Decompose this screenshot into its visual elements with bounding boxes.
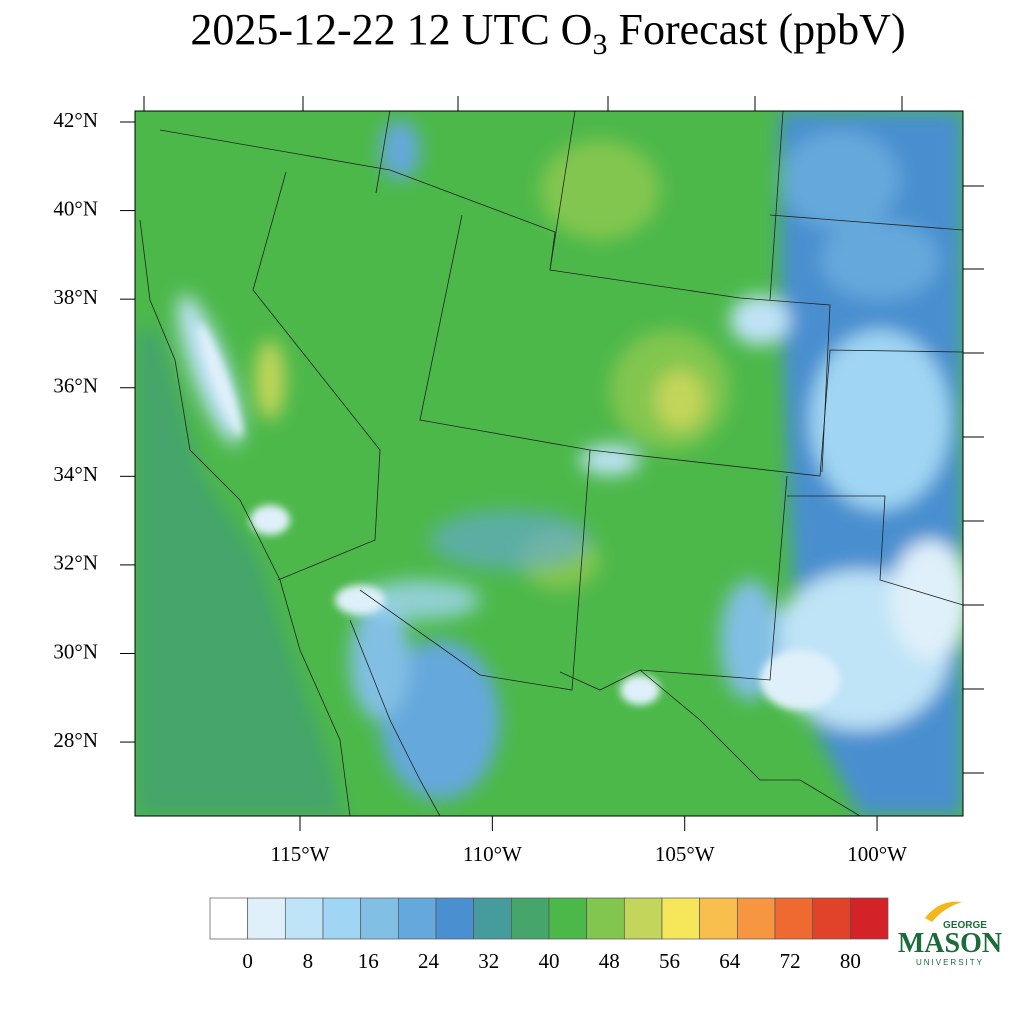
logo-top: GEORGE	[943, 920, 987, 931]
colorbar-box	[322, 897, 362, 940]
title: 2025-12-22 12 UTC O3 Forecast (ppbV)	[190, 5, 905, 61]
colorbar-tick-label: 80	[840, 949, 861, 973]
lat-tick-label: 28°N	[53, 728, 98, 752]
colorbar-box	[812, 897, 851, 940]
colorbar-box	[774, 897, 814, 940]
colorbar-box	[736, 897, 776, 940]
lon-tick-label: 110°W	[463, 842, 522, 866]
colorbar-tick-label: 0	[242, 949, 253, 973]
lon-tick-label: 100°W	[847, 842, 907, 866]
colorbar-box	[473, 897, 512, 940]
lat-tick-label: 34°N	[53, 462, 98, 486]
colorbar-tick-label: 56	[659, 949, 680, 973]
colorbar-box	[548, 897, 588, 940]
colorbar-box	[849, 897, 889, 940]
colorbar-box	[699, 897, 738, 940]
colorbar-box	[209, 897, 249, 940]
colorbar-tick-label: 64	[719, 949, 741, 973]
colorbar-tick-label: 32	[478, 949, 499, 973]
colorbar-tick-label: 16	[358, 949, 379, 973]
mason-logo: GEORGE MASON UNIVERSITY	[898, 901, 1002, 967]
colorbar-tick-label: 24	[418, 949, 440, 973]
colorbar-box	[586, 897, 625, 940]
ozone-map	[135, 111, 963, 816]
lat-tick-label: 42°N	[53, 108, 98, 132]
frame-ticks	[143, 96, 984, 774]
lat-tick-label: 30°N	[53, 639, 98, 663]
colorbar-box	[284, 897, 324, 940]
lat-tick-label: 40°N	[53, 196, 98, 220]
colorbar-tick-label: 48	[599, 949, 620, 973]
lat-tick-label: 32°N	[53, 551, 98, 575]
lon-tick-label: 115°W	[271, 842, 330, 866]
colorbar-tick-label: 40	[539, 949, 560, 973]
lat-tick-label: 38°N	[53, 285, 98, 309]
logo-bottom: UNIVERSITY	[916, 958, 984, 967]
lat-tick-label: 36°N	[53, 374, 98, 398]
colorbar-tick-label: 8	[303, 949, 314, 973]
colorbar-tick-label: 72	[780, 949, 801, 973]
lon-tick-label: 105°W	[655, 842, 715, 866]
colorbar-box	[661, 897, 701, 940]
map-frame	[134, 110, 964, 817]
logo-main: MASON	[898, 928, 1002, 959]
colorbar-box	[397, 897, 437, 940]
colorbar-box	[360, 897, 399, 940]
colorbar-box	[435, 897, 475, 940]
colorbar-box	[247, 897, 286, 940]
colorbar-box	[510, 897, 550, 940]
colorbar-box	[623, 897, 663, 940]
